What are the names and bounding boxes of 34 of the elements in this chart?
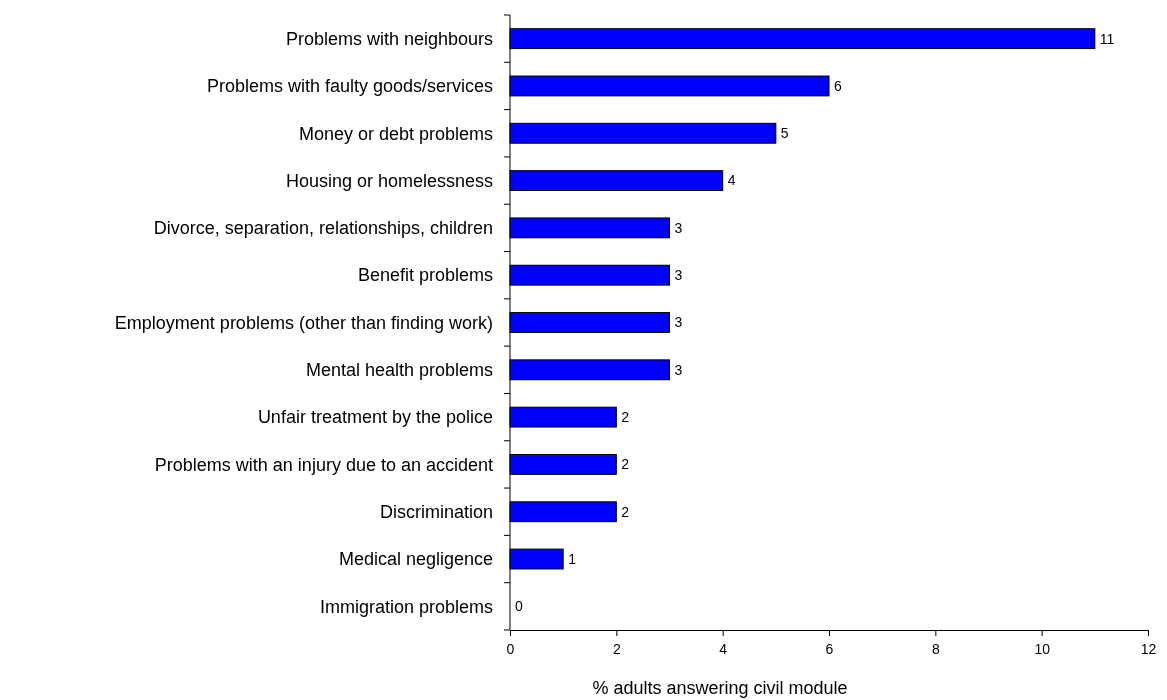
y-tick-label: Benefit problems <box>357 265 493 286</box>
data-label: 2 <box>621 503 630 520</box>
x-tick-label: 4 <box>719 641 728 658</box>
data-label: 0 <box>515 598 523 615</box>
data-label: 3 <box>674 314 683 331</box>
x-axis-title: % adults answering civil module <box>592 678 848 698</box>
data-label: 5 <box>780 125 789 142</box>
x-tick-label: 0 <box>506 641 515 658</box>
x-tick-label: 12 <box>1140 641 1157 658</box>
data-label: 6 <box>834 77 842 94</box>
data-label: 1 <box>568 550 577 567</box>
y-tick-label: Problems with faulty goods/services <box>206 76 493 97</box>
y-tick-label: Housing or homelessness <box>285 170 493 191</box>
y-tick-label: Divorce, separation, relationships, children <box>153 218 493 239</box>
x-tick-label: 8 <box>931 641 940 658</box>
y-tick-label: Discrimination <box>379 502 493 523</box>
y-tick-label: Medical negligence <box>338 549 493 570</box>
y-tick-label: Money or debt problems <box>298 123 493 144</box>
y-tick-label: Unfair treatment by the police <box>257 407 493 428</box>
y-tick-label: Immigration problems <box>319 596 493 617</box>
data-label: 3 <box>674 267 683 284</box>
y-tick-label: Problems with an injury due to an accident <box>154 454 493 475</box>
x-tick-label: 2 <box>612 641 621 658</box>
y-tick-label: Problems with neighbours <box>285 28 493 49</box>
data-label: 2 <box>621 456 630 473</box>
y-tick-label: Mental health problems <box>305 360 493 381</box>
x-tick-label: 6 <box>825 641 834 658</box>
data-label: 2 <box>621 409 630 426</box>
data-label: 3 <box>674 361 683 378</box>
x-tick-label: 10 <box>1034 641 1051 658</box>
data-label: 11 <box>1099 30 1115 47</box>
y-tick-label: Employment problems (other than finding work) <box>114 312 493 333</box>
data-label: 4 <box>727 172 736 189</box>
data-label: 3 <box>674 219 683 236</box>
